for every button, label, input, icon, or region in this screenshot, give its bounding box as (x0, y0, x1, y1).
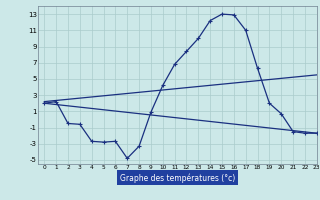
X-axis label: Graphe des températures (°c): Graphe des températures (°c) (120, 173, 235, 183)
